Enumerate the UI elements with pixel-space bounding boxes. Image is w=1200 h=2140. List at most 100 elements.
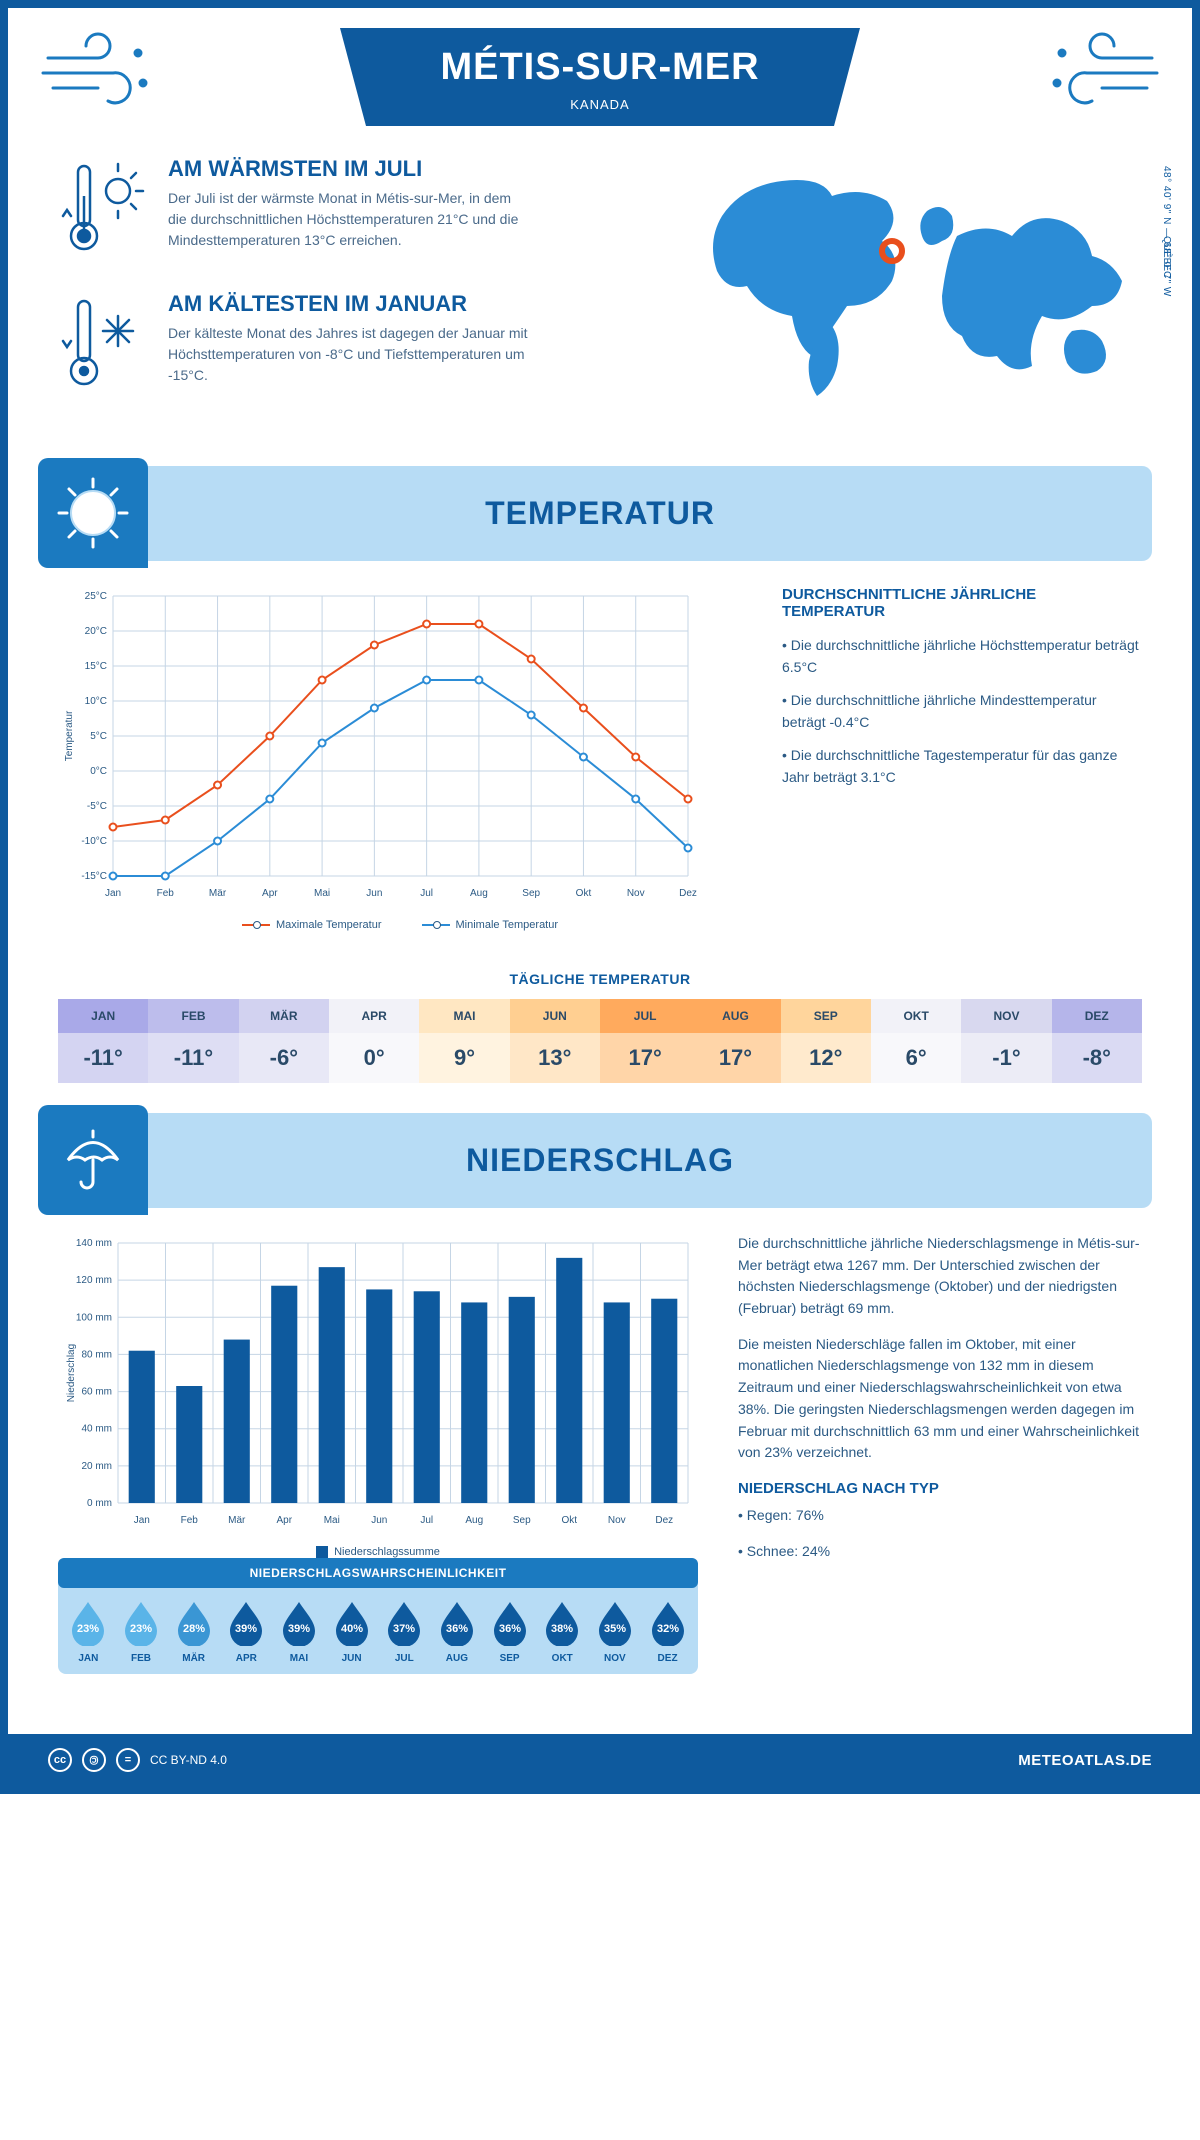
header-row: MÉTIS-SUR-MER KANADA xyxy=(8,8,1192,126)
svg-text:120 mm: 120 mm xyxy=(76,1275,112,1286)
temp-cell: MÄR -6° xyxy=(239,999,329,1083)
city-name: MÉTIS-SUR-MER xyxy=(400,46,800,89)
svg-text:10°C: 10°C xyxy=(85,696,107,707)
license-text: CC BY-ND 4.0 xyxy=(150,1753,227,1767)
map-marker xyxy=(882,241,902,261)
svg-text:23%: 23% xyxy=(130,1623,152,1635)
svg-text:36%: 36% xyxy=(446,1623,468,1635)
precip-type-title: NIEDERSCHLAG NACH TYP xyxy=(738,1480,1142,1497)
thermometer-sun-icon xyxy=(58,156,148,266)
svg-text:32%: 32% xyxy=(657,1623,679,1635)
svg-text:Aug: Aug xyxy=(470,888,488,899)
probability-box: NIEDERSCHLAGSWAHRSCHEINLICHKEIT 23% JAN … xyxy=(58,1558,698,1674)
legend-max: Maximale Temperatur xyxy=(276,919,382,931)
precip-para-1: Die durchschnittliche jährliche Niedersc… xyxy=(738,1233,1142,1320)
svg-text:Sep: Sep xyxy=(522,888,540,899)
temp-cell: OKT 6° xyxy=(871,999,961,1083)
warmest-text: Der Juli ist der wärmste Monat in Métis-… xyxy=(168,188,528,251)
svg-text:Aug: Aug xyxy=(465,1515,483,1526)
temperature-title: TEMPERATUR xyxy=(485,495,715,532)
svg-text:100 mm: 100 mm xyxy=(76,1312,112,1323)
prob-drop: 28% MÄR xyxy=(172,1598,216,1664)
prob-drop: 37% JUL xyxy=(382,1598,426,1664)
svg-text:39%: 39% xyxy=(235,1623,257,1635)
svg-text:Feb: Feb xyxy=(181,1515,199,1526)
svg-text:80 mm: 80 mm xyxy=(81,1349,112,1360)
footer-site: METEOATLAS.DE xyxy=(1018,1752,1152,1769)
coldest-text: Der kälteste Monat des Jahres ist dagege… xyxy=(168,323,528,386)
svg-text:Apr: Apr xyxy=(276,1515,292,1526)
svg-text:Nov: Nov xyxy=(608,1515,626,1526)
warmest-title: AM WÄRMSTEN IM JULI xyxy=(168,156,528,182)
temp-cell: FEB -11° xyxy=(148,999,238,1083)
page: MÉTIS-SUR-MER KANADA xyxy=(0,0,1200,1794)
svg-text:-5°C: -5°C xyxy=(87,801,107,812)
prob-drop: 38% OKT xyxy=(540,1598,584,1664)
precipitation-title: NIEDERSCHLAG xyxy=(466,1142,734,1179)
svg-text:Sep: Sep xyxy=(513,1515,531,1526)
svg-text:0°C: 0°C xyxy=(90,766,107,777)
legend-bar: Niederschlagssumme xyxy=(334,1546,440,1558)
prob-drop: 32% DEZ xyxy=(646,1598,690,1664)
footer: cc 🄯 = CC BY-ND 4.0 METEOATLAS.DE xyxy=(8,1734,1192,1786)
svg-text:39%: 39% xyxy=(288,1623,310,1635)
svg-text:Okt: Okt xyxy=(576,888,592,899)
prob-drop: 36% SEP xyxy=(488,1598,532,1664)
svg-text:Mai: Mai xyxy=(324,1515,340,1526)
temperature-info: DURCHSCHNITTLICHE JÄHRLICHE TEMPERATUR •… xyxy=(782,586,1142,931)
prob-drop: 39% APR xyxy=(224,1598,268,1664)
probability-row: 23% JAN 23% FEB 28% MÄR 39% APR 39% MAI … xyxy=(58,1588,698,1664)
svg-text:40 mm: 40 mm xyxy=(81,1424,112,1435)
temp-cell: JUN 13° xyxy=(510,999,600,1083)
svg-text:60 mm: 60 mm xyxy=(81,1387,112,1398)
svg-text:Jun: Jun xyxy=(366,888,382,899)
svg-text:Jul: Jul xyxy=(420,888,433,899)
by-icon: 🄯 xyxy=(82,1748,106,1772)
svg-text:Mär: Mär xyxy=(209,888,227,899)
svg-text:-15°C: -15°C xyxy=(81,871,107,882)
prob-drop: 23% JAN xyxy=(66,1598,110,1664)
svg-text:37%: 37% xyxy=(393,1623,415,1635)
svg-text:140 mm: 140 mm xyxy=(76,1238,112,1249)
nd-icon: = xyxy=(116,1748,140,1772)
summary-text-column: AM WÄRMSTEN IM JULI Der Juli ist der wär… xyxy=(58,156,662,426)
precipitation-info: Die durchschnittliche jährliche Niedersc… xyxy=(738,1233,1142,1694)
svg-text:Jun: Jun xyxy=(371,1515,387,1526)
precipitation-banner: NIEDERSCHLAG xyxy=(48,1113,1152,1208)
temperature-line-chart: -15°C-10°C-5°C0°C5°C10°C15°C20°C25°CJanF… xyxy=(58,586,742,931)
footer-license: cc 🄯 = CC BY-ND 4.0 xyxy=(48,1748,227,1772)
precip-type-2: • Schnee: 24% xyxy=(738,1541,1142,1563)
svg-text:20°C: 20°C xyxy=(85,626,107,637)
svg-text:35%: 35% xyxy=(604,1623,626,1635)
temp-cell: APR 0° xyxy=(329,999,419,1083)
summary-section: AM WÄRMSTEN IM JULI Der Juli ist der wär… xyxy=(8,126,1192,446)
country-name: KANADA xyxy=(400,97,800,112)
prob-drop: 23% FEB xyxy=(119,1598,163,1664)
temp-cell: SEP 12° xyxy=(781,999,871,1083)
temp-cell: NOV -1° xyxy=(961,999,1051,1083)
temp-cell: JAN -11° xyxy=(58,999,148,1083)
temperature-content: -15°C-10°C-5°C0°C5°C10°C15°C20°C25°CJanF… xyxy=(8,586,1192,951)
svg-text:Mai: Mai xyxy=(314,888,330,899)
precipitation-content: 0 mm20 mm40 mm60 mm80 mm100 mm120 mm140 … xyxy=(8,1233,1192,1714)
svg-text:40%: 40% xyxy=(341,1623,363,1635)
svg-text:Nov: Nov xyxy=(627,888,645,899)
svg-text:20 mm: 20 mm xyxy=(81,1461,112,1472)
temp-bullet-2: • Die durchschnittliche jährliche Mindes… xyxy=(782,689,1142,734)
prob-drop: 36% AUG xyxy=(435,1598,479,1664)
temp-cell: DEZ -8° xyxy=(1052,999,1142,1083)
coldest-block: AM KÄLTESTEN IM JANUAR Der kälteste Mona… xyxy=(58,291,662,401)
svg-text:Mär: Mär xyxy=(228,1515,246,1526)
temp-legend: Maximale Temperatur Minimale Temperatur xyxy=(58,919,742,931)
precip-para-2: Die meisten Niederschläge fallen im Okto… xyxy=(738,1334,1142,1464)
svg-text:25°C: 25°C xyxy=(85,591,107,602)
sun-icon xyxy=(38,458,148,568)
svg-text:Jul: Jul xyxy=(420,1515,433,1526)
svg-text:Dez: Dez xyxy=(655,1515,673,1526)
svg-text:Feb: Feb xyxy=(157,888,175,899)
svg-text:5°C: 5°C xyxy=(90,731,107,742)
world-map: 48° 40' 9" N — 68° 0' 7" W QUÉBEC xyxy=(692,156,1142,426)
precip-legend: Niederschlagssumme xyxy=(58,1546,698,1558)
svg-text:Jan: Jan xyxy=(134,1515,150,1526)
umbrella-icon xyxy=(38,1105,148,1215)
